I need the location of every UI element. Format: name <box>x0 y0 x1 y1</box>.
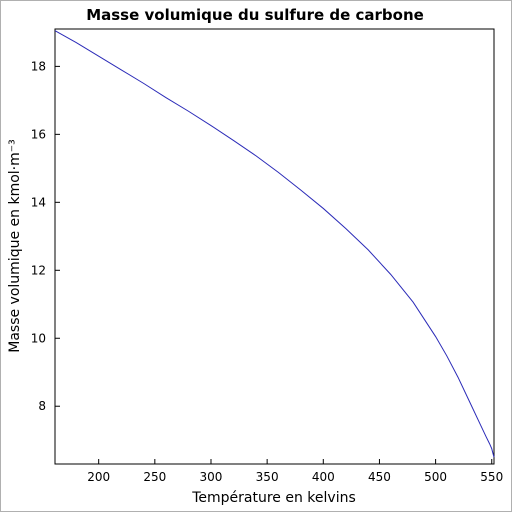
x-tick-label: 450 <box>368 470 391 484</box>
y-tick-label: 12 <box>31 263 46 277</box>
plot-area <box>54 28 495 465</box>
series-layer <box>54 30 495 458</box>
y-tick-label: 14 <box>31 195 46 209</box>
y-tick-label: 10 <box>31 331 46 345</box>
y-tick-label: 16 <box>31 127 46 141</box>
x-axis-label: Température en kelvins <box>191 490 356 506</box>
x-tick-label: 400 <box>312 470 335 484</box>
x-tick-label: 550 <box>480 470 503 484</box>
y-axis-label: Masse volumique en kmol·m⁻³ <box>7 139 23 353</box>
y-tick-label: 8 <box>38 399 46 413</box>
chart-title: Masse volumique du sulfure de carbone <box>86 6 424 24</box>
x-tick-label: 200 <box>87 470 110 484</box>
x-tick-label: 350 <box>256 470 279 484</box>
y-tick-label: 18 <box>31 59 46 73</box>
x-tick-label: 300 <box>200 470 223 484</box>
x-tick-label: 500 <box>424 470 447 484</box>
y-axis: 8 10 12 14 16 18 <box>31 59 60 413</box>
density-series-line <box>54 30 495 458</box>
x-axis: 200 250 300 350 400 450 500 550 <box>87 459 503 484</box>
x-tick-label: 250 <box>143 470 166 484</box>
